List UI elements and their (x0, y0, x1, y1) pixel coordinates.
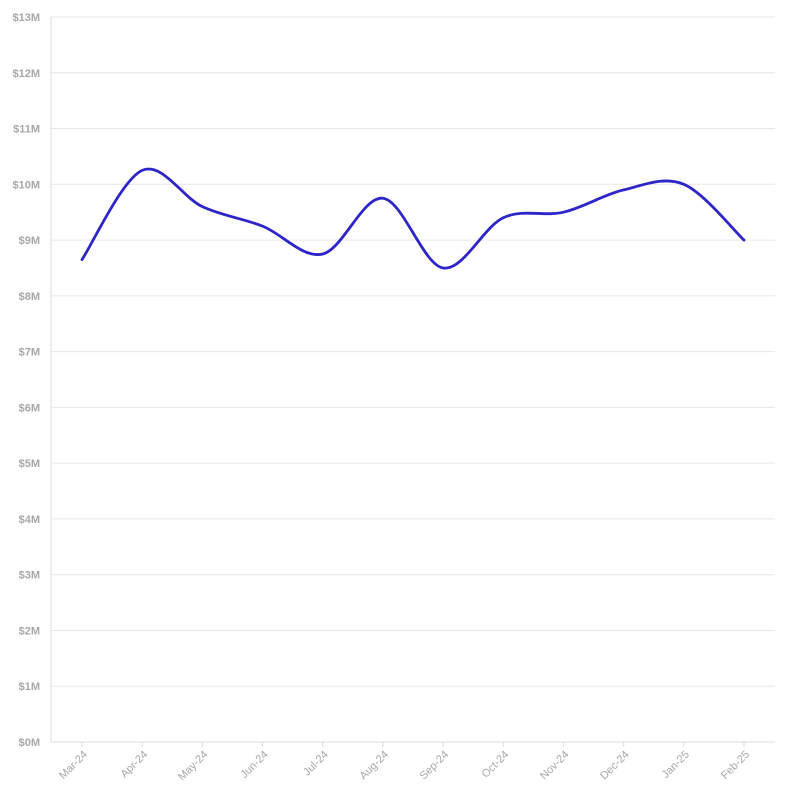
series-line-0 (80, 167, 746, 270)
x-tick-label: Aug-24 (357, 749, 391, 783)
x-tick-label: Nov-24 (538, 749, 572, 783)
x-tick-label: Dec-24 (598, 749, 632, 783)
x-tick-label: Oct-24 (480, 749, 512, 781)
x-tick-label: Jun-24 (238, 749, 270, 781)
x-tick-label: Jul-24 (301, 749, 331, 779)
x-tick-label: Jan-25 (660, 749, 692, 781)
x-tick-label: May-24 (176, 749, 210, 783)
y-tick-label: $0M (19, 737, 40, 749)
y-tick-label: $7M (19, 347, 40, 359)
y-tick-label: $6M (19, 402, 40, 414)
x-tick-label: Feb-25 (719, 749, 752, 782)
x-tick-label: Apr-24 (118, 749, 150, 781)
y-tick-label: $9M (19, 235, 40, 247)
x-tick-label: Mar-24 (57, 749, 90, 782)
y-axis-labels: $0M $1M $2M $3M $4M $5M $6M $7M $8M $9M $10M $11M $1… (12, 12, 40, 749)
y-tick-label: $12M (12, 68, 40, 80)
y-tick-label: $13M (12, 12, 40, 24)
y-tick-label: $11M (13, 124, 40, 136)
grid-lines (51, 16, 775, 743)
y-tick-label: $8M (19, 291, 40, 303)
y-tick-label: $4M (19, 514, 40, 526)
x-tick-label: Sep-24 (418, 749, 452, 783)
y-tick-label: $1M (19, 681, 40, 693)
y-tick-label: $5M (19, 458, 40, 470)
y-tick-label: $3M (19, 570, 40, 582)
x-axis-ticks (81, 742, 745, 747)
y-tick-label: $10M (12, 179, 40, 191)
x-axis-labels: Mar-24 Apr-24 May-24 Jun-24 Jul-24 Aug-24 Sep-… (57, 749, 752, 783)
y-tick-label: $2M (19, 625, 40, 637)
